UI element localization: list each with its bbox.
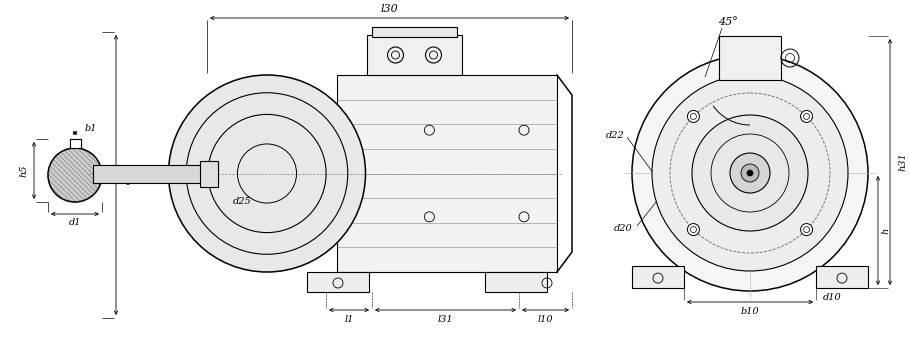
- Circle shape: [741, 164, 759, 182]
- Text: h: h: [882, 227, 891, 234]
- Text: l30: l30: [380, 4, 399, 14]
- Bar: [337, 75, 557, 272]
- Circle shape: [687, 110, 700, 122]
- Bar: [307, 272, 369, 292]
- Bar: [93, 164, 217, 183]
- Polygon shape: [168, 75, 366, 272]
- Bar: [632, 266, 684, 288]
- Bar: [200, 161, 217, 186]
- Circle shape: [652, 75, 848, 271]
- Circle shape: [730, 153, 770, 193]
- Circle shape: [801, 110, 813, 122]
- Bar: [69, 139, 80, 148]
- Circle shape: [692, 115, 808, 231]
- Text: b10: b10: [741, 306, 759, 315]
- Text: l1: l1: [344, 314, 354, 323]
- Bar: [816, 266, 868, 288]
- Text: h31: h31: [898, 153, 907, 171]
- Text: h5: h5: [19, 164, 28, 177]
- Circle shape: [687, 223, 700, 236]
- Text: d25: d25: [233, 197, 251, 206]
- Bar: [372, 27, 457, 37]
- Text: d20: d20: [613, 223, 632, 232]
- Text: b1: b1: [85, 124, 96, 133]
- Polygon shape: [48, 148, 102, 202]
- Bar: [485, 272, 547, 292]
- Text: l31: l31: [438, 314, 453, 323]
- Circle shape: [632, 55, 868, 291]
- Text: d1: d1: [69, 218, 81, 227]
- Text: d10: d10: [823, 294, 842, 303]
- Text: d22: d22: [606, 130, 624, 139]
- Bar: [367, 35, 462, 75]
- Text: l10: l10: [538, 314, 553, 323]
- Bar: [719, 36, 781, 80]
- Text: 45°: 45°: [718, 17, 738, 27]
- Text: d24: d24: [124, 166, 133, 184]
- Circle shape: [801, 223, 813, 236]
- Circle shape: [747, 170, 753, 176]
